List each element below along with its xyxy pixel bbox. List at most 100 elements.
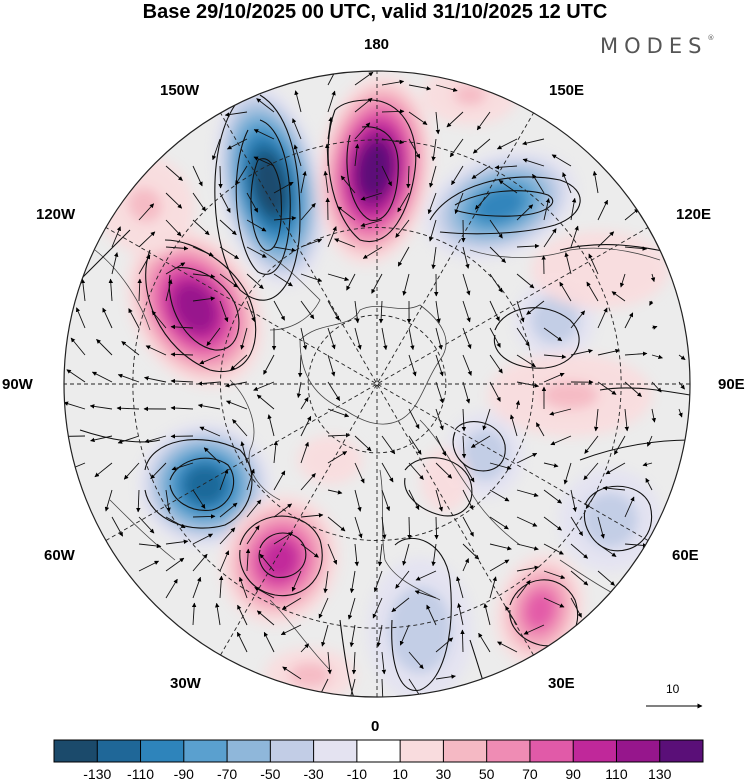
wind-vector — [381, 516, 387, 540]
wind-vector — [192, 192, 206, 212]
wind-vector — [651, 408, 657, 423]
wind-vector — [121, 341, 140, 356]
wind-vector — [165, 219, 182, 237]
wind-vector — [462, 246, 470, 269]
wind-vector — [446, 111, 464, 128]
meridian-line — [105, 227, 649, 541]
wind-vector — [592, 170, 599, 194]
wind-vector — [516, 580, 531, 599]
wind-vector — [597, 199, 608, 221]
wind-vector — [138, 231, 156, 248]
wind-vector — [192, 489, 206, 509]
wind-vector — [192, 219, 210, 236]
wind-vector — [380, 678, 385, 697]
height-contour-line — [239, 515, 323, 597]
wind-vector — [435, 354, 444, 377]
wind-vector — [90, 435, 113, 443]
wind-vector — [402, 273, 410, 296]
coastline — [379, 469, 441, 601]
wind-vector — [645, 477, 653, 491]
wind-vector — [256, 394, 275, 410]
wind-vector — [472, 138, 491, 154]
wind-vector — [192, 576, 202, 599]
wind-vector — [414, 590, 437, 599]
wind-vector — [516, 243, 540, 249]
wind-vector — [324, 143, 330, 167]
wind-vector — [543, 327, 563, 342]
wind-vector — [138, 516, 155, 534]
wind-vector — [246, 192, 259, 213]
wind-vector — [474, 192, 491, 210]
positive-anomaly — [487, 353, 653, 437]
wind-vector — [435, 111, 441, 135]
wind-vector — [543, 543, 564, 555]
wind-vector — [399, 624, 410, 646]
wind-vector — [509, 414, 518, 437]
wind-vector — [516, 273, 535, 289]
wind-vector — [489, 489, 510, 502]
wind-vector — [136, 489, 141, 513]
positive-anomaly — [531, 231, 669, 309]
wind-vector — [551, 154, 572, 167]
colorbar-tick-label: 30 — [435, 766, 452, 782]
wind-vector — [235, 165, 248, 186]
wind-vector — [624, 208, 639, 221]
wind-vector — [354, 300, 360, 324]
wind-vector — [296, 381, 302, 399]
positive-anomaly — [420, 447, 470, 513]
wind-vector — [462, 327, 472, 350]
wind-vector — [300, 643, 310, 653]
height-contour-line — [250, 158, 282, 251]
wind-vector — [300, 300, 315, 320]
wind-vector — [300, 543, 319, 558]
wind-vector — [138, 560, 160, 572]
wind-vector — [354, 71, 374, 86]
wind-vector — [236, 631, 248, 653]
height-contour-line — [391, 537, 452, 691]
lon-label-90w: 90W — [2, 376, 33, 393]
anomaly-shade — [461, 428, 509, 482]
colorbar-tick-label: 50 — [478, 766, 495, 782]
wind-vector — [408, 462, 424, 480]
wind-vector — [532, 173, 545, 194]
colorbar-segment — [356, 740, 401, 762]
wind-vector — [246, 246, 267, 258]
wind-vector — [489, 381, 501, 402]
wind-vector — [300, 170, 307, 194]
wind-vector — [516, 327, 530, 347]
wind-vector — [219, 502, 238, 518]
colorbar-segment — [486, 740, 531, 762]
wind-vector — [435, 381, 444, 404]
wind-vector — [230, 354, 248, 371]
wind-vector — [111, 226, 121, 248]
wind-vector — [111, 252, 119, 275]
wind-vector — [435, 674, 456, 680]
wind-vector — [431, 138, 437, 162]
colorbar-tick-label: -30 — [303, 766, 324, 782]
wind-vector — [351, 651, 357, 675]
colorbar-tick-label: 10 — [392, 766, 408, 782]
positive-anomaly — [297, 435, 363, 485]
anomaly-shade — [581, 491, 639, 549]
wind-vector — [256, 98, 275, 113]
wind-vector — [218, 165, 223, 189]
wind-vector — [240, 327, 248, 350]
wind-vector — [678, 354, 686, 361]
wind-vector — [407, 516, 412, 540]
wind-vector — [89, 404, 113, 410]
wind-vector — [427, 192, 437, 215]
wind-vector — [651, 354, 663, 360]
wind-vector — [337, 206, 356, 221]
wind-vector — [199, 354, 221, 365]
wind-vector — [516, 300, 525, 323]
height-contour-line — [169, 457, 235, 511]
wind-vector — [354, 435, 372, 452]
wind-vector — [246, 219, 267, 232]
wind-vector — [624, 543, 648, 548]
wind-vector — [70, 337, 86, 356]
wind-vector — [408, 327, 415, 351]
wind-vector — [522, 158, 545, 167]
wind-vector — [218, 575, 224, 599]
wind-vector — [570, 543, 588, 559]
wind-vector — [165, 578, 178, 599]
